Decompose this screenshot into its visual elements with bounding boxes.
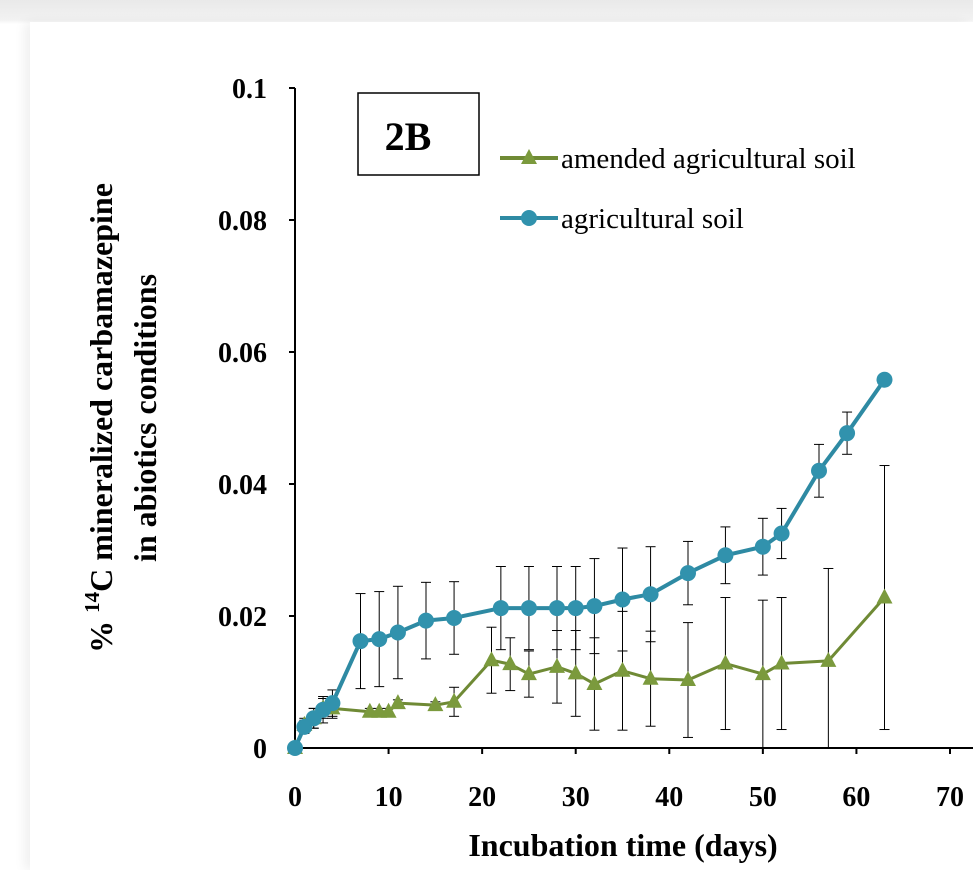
data-point-triangle	[754, 665, 771, 681]
data-point-circle	[287, 740, 303, 756]
data-point-circle	[876, 371, 893, 388]
y-axis-title-superscript: 14	[80, 591, 104, 613]
data-point-circle	[418, 612, 434, 629]
data-point-triangle	[483, 651, 500, 667]
data-point-circle	[811, 462, 827, 479]
x-tick-label: 10	[375, 782, 403, 813]
axes	[294, 88, 973, 749]
legend-label-agricultural: agricultural soil	[561, 203, 744, 235]
y-tick-label: 0.04	[218, 470, 267, 501]
x-tick-label: 50	[749, 782, 777, 813]
data-point-triangle	[380, 702, 397, 718]
data-point-circle	[549, 600, 565, 617]
legend-triangle-marker	[521, 149, 537, 164]
x-tick-label: 30	[562, 782, 590, 813]
data-point-triangle	[717, 654, 734, 670]
data-point-circle	[492, 600, 509, 617]
data-point-circle	[352, 633, 369, 650]
data-point-circle	[520, 600, 537, 617]
data-point-triangle	[427, 696, 444, 712]
x-tick-label: 20	[468, 782, 496, 813]
x-ticks: 0 10 20 30 40 50 60 70	[288, 748, 964, 813]
data-point-triangle	[820, 651, 837, 667]
data-point-circle	[773, 525, 790, 542]
data-point-circle	[717, 547, 734, 564]
data-point-triangle	[614, 661, 631, 677]
panel-label-box: 2B	[357, 92, 480, 176]
data-point-circle	[642, 586, 659, 603]
y-tick-label: 0.08	[218, 206, 267, 237]
data-point-circle	[371, 631, 388, 648]
data-point-triangle	[586, 674, 603, 690]
y-axis-title-line2: in abiotics conditions	[127, 274, 163, 562]
data-point-circle	[389, 624, 406, 641]
panel-label: 2B	[385, 114, 432, 159]
data-point-triangle	[446, 692, 463, 708]
legend-item-agricultural-soil: agricultural soil	[500, 203, 744, 235]
x-tick-label: 70	[936, 782, 964, 813]
y-axis-title: % 14C mineralized carbamazepine in abiot…	[80, 183, 163, 653]
data-point-triangle	[876, 588, 893, 604]
data-point-triangle	[502, 655, 519, 671]
data-point-circle	[839, 425, 856, 442]
y-tick-label: 0	[253, 734, 267, 765]
figure-panel	[30, 22, 973, 870]
y-axis-title-prefix: %	[83, 613, 119, 653]
y-axis-title-main: C mineralized carbamazepine	[83, 183, 119, 592]
data-point-triangle	[773, 654, 790, 670]
x-tick-label: 0	[288, 782, 302, 813]
svg-text:% 14C mineralized carbamazepin: % 14C mineralized carbamazepine	[80, 183, 119, 653]
data-point-triangle	[642, 669, 659, 685]
legend-item-amended-agricultural-soil: amended agricultural soil	[500, 143, 856, 175]
series-line-amended	[293, 596, 886, 749]
data-point-circle	[567, 600, 584, 617]
x-tick-label: 60	[842, 782, 870, 813]
data-point-circle	[614, 591, 631, 608]
series-line-agricultural	[293, 378, 887, 749]
data-point-circle	[680, 565, 696, 582]
data-point-triangle	[680, 671, 696, 687]
data-point-circle	[446, 609, 463, 626]
data-point-circle	[324, 695, 341, 712]
y-ticks: 0 0.02 0.04 0.06 0.08 0.1	[218, 74, 295, 765]
x-axis-title: Incubation time (days)	[468, 827, 777, 863]
data-point-triangle	[520, 665, 537, 681]
data-point-circle	[586, 598, 603, 615]
x-tick-label: 40	[655, 782, 683, 813]
data-point-triangle	[549, 657, 565, 673]
series-lines	[293, 378, 887, 749]
y-tick-label: 0.06	[218, 338, 267, 369]
legend-circle-marker	[521, 210, 537, 226]
data-point-triangle	[389, 694, 406, 710]
data-point-circle	[754, 538, 771, 555]
series-markers	[287, 371, 893, 756]
y-tick-label: 0.02	[218, 602, 267, 633]
error-bars	[299, 377, 890, 749]
legend-label-amended: amended agricultural soil	[561, 143, 856, 175]
legend: amended agricultural soil agricultural s…	[500, 143, 856, 235]
data-point-triangle	[567, 664, 584, 680]
y-tick-label: 0.1	[232, 74, 267, 105]
